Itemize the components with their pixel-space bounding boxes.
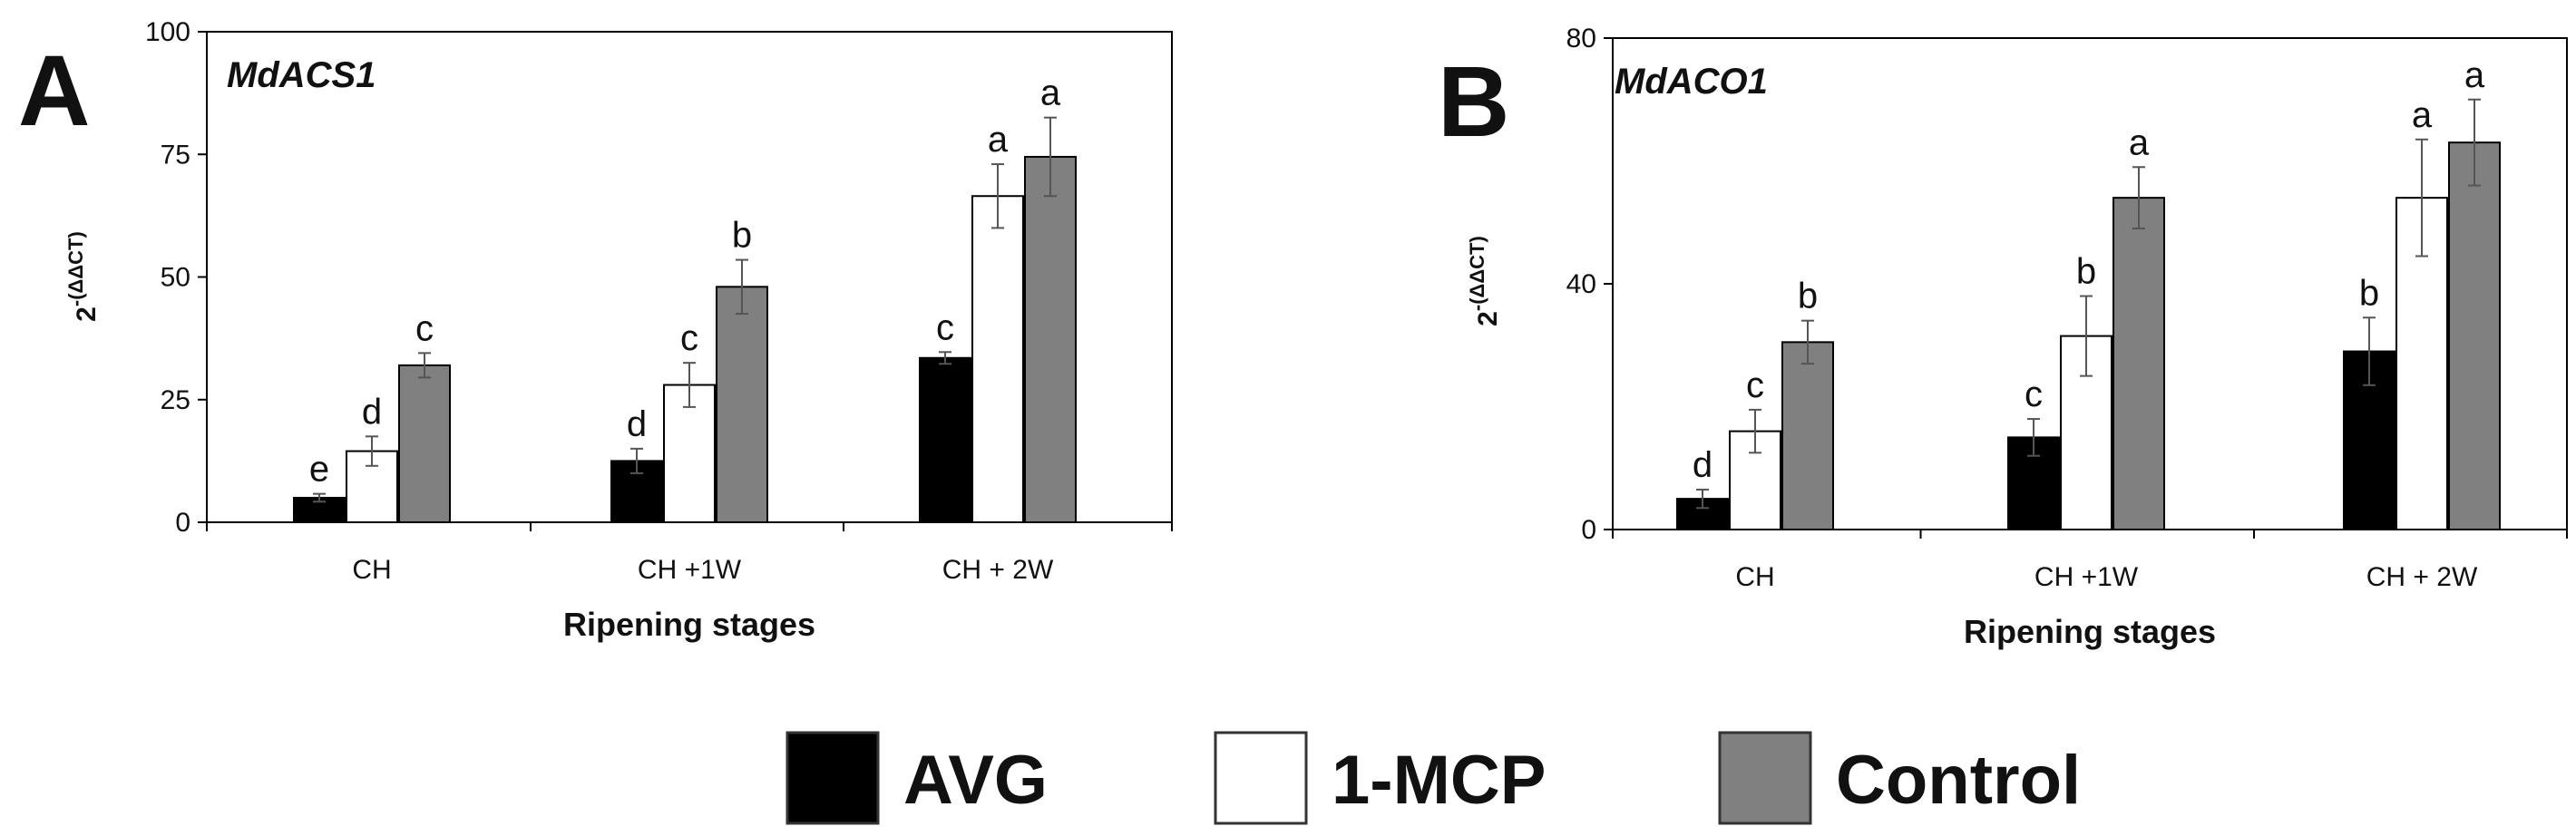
gene-title: MdACS1 <box>227 55 376 95</box>
legend-label-control: Control <box>1836 742 2081 819</box>
legend-swatch-control <box>1718 731 1812 825</box>
y-axis-title: 2-(ΔΔCT) <box>1466 236 1503 326</box>
x-tick-label-ch: CH <box>352 555 391 585</box>
y-axis-title-exponent: -(ΔΔCT) <box>1466 236 1488 311</box>
y-tick-label: 80 <box>1566 24 1596 53</box>
y-tick-label: 100 <box>145 17 190 47</box>
y-axis-title-base: 2 <box>1473 311 1503 326</box>
panel-label: A <box>18 35 90 147</box>
x-tick-label-ch-1w: CH +1W <box>2034 562 2139 592</box>
significance-letter-control-ch-1w: a <box>2129 122 2150 162</box>
significance-letter-1-mcp-ch: d <box>362 392 382 432</box>
bar-control-ch-2w <box>1024 155 1077 524</box>
bar-control-ch <box>1781 341 1834 530</box>
significance-letter-avg-ch-2w: c <box>936 307 954 347</box>
bar-control-ch <box>398 364 451 523</box>
bar-control-ch-1w <box>716 286 768 523</box>
y-tick-label: 25 <box>161 385 190 415</box>
y-axis-title-base: 2 <box>72 306 102 322</box>
bar-control-ch-1w <box>2113 197 2165 530</box>
y-axis-title: 2-(ΔΔCT) <box>64 231 102 322</box>
panel-label: B <box>1438 46 1509 158</box>
significance-letter-1-mcp-ch-1w: c <box>680 318 698 358</box>
significance-letter-control-ch: c <box>415 308 434 348</box>
legend-swatch-1-mcp <box>1214 731 1308 825</box>
x-tick-label-ch-2w: CH + 2W <box>942 555 1054 585</box>
significance-letter-1-mcp-ch-1w: b <box>2076 252 2096 292</box>
significance-letter-1-mcp-ch-2w: a <box>988 120 1009 160</box>
significance-letter-control-ch-2w: a <box>2464 55 2485 95</box>
bar-1-mcp-ch-2w <box>971 195 1024 524</box>
x-tick-label-ch: CH <box>1735 562 1774 592</box>
x-axis-title: Ripening stages <box>563 606 815 643</box>
significance-letter-avg-ch-1w: c <box>2025 374 2043 414</box>
bar-control-ch-2w <box>2448 141 2501 531</box>
significance-letter-control-ch: b <box>1798 277 1818 316</box>
legend-swatch-avg <box>785 731 880 825</box>
y-tick-label: 75 <box>161 140 190 170</box>
y-tick-label: 0 <box>1581 515 1596 545</box>
legend: AVG 1-MCP Control <box>785 731 2081 825</box>
significance-letter-avg-ch-1w: d <box>627 404 647 444</box>
significance-letter-avg-ch: d <box>1693 445 1712 485</box>
bar-avg-ch-2w <box>919 356 971 524</box>
significance-letter-avg-ch-2w: b <box>2359 273 2379 313</box>
significance-letter-avg-ch: e <box>309 450 329 490</box>
gene-title: MdACO1 <box>1615 62 1768 102</box>
y-tick-label: 0 <box>175 508 190 538</box>
y-tick-label: 40 <box>1566 269 1596 299</box>
x-tick-label-ch-2w: CH + 2W <box>2366 562 2478 592</box>
x-axis-title: Ripening stages <box>1964 613 2216 650</box>
significance-letter-control-ch-1w: b <box>732 216 752 256</box>
significance-letter-1-mcp-ch: c <box>1746 365 1764 405</box>
significance-letter-1-mcp-ch-2w: a <box>2412 95 2433 135</box>
bar-avg-ch <box>293 496 346 524</box>
y-tick-label: 50 <box>161 263 190 293</box>
legend-label-1-mcp: 1-MCP <box>1332 742 1546 819</box>
y-axis-title-exponent: -(ΔΔCT) <box>64 231 87 306</box>
legend-label-avg: AVG <box>903 742 1048 819</box>
significance-letter-control-ch-2w: a <box>1040 73 1061 113</box>
x-tick-label-ch-1w: CH +1W <box>638 555 742 585</box>
